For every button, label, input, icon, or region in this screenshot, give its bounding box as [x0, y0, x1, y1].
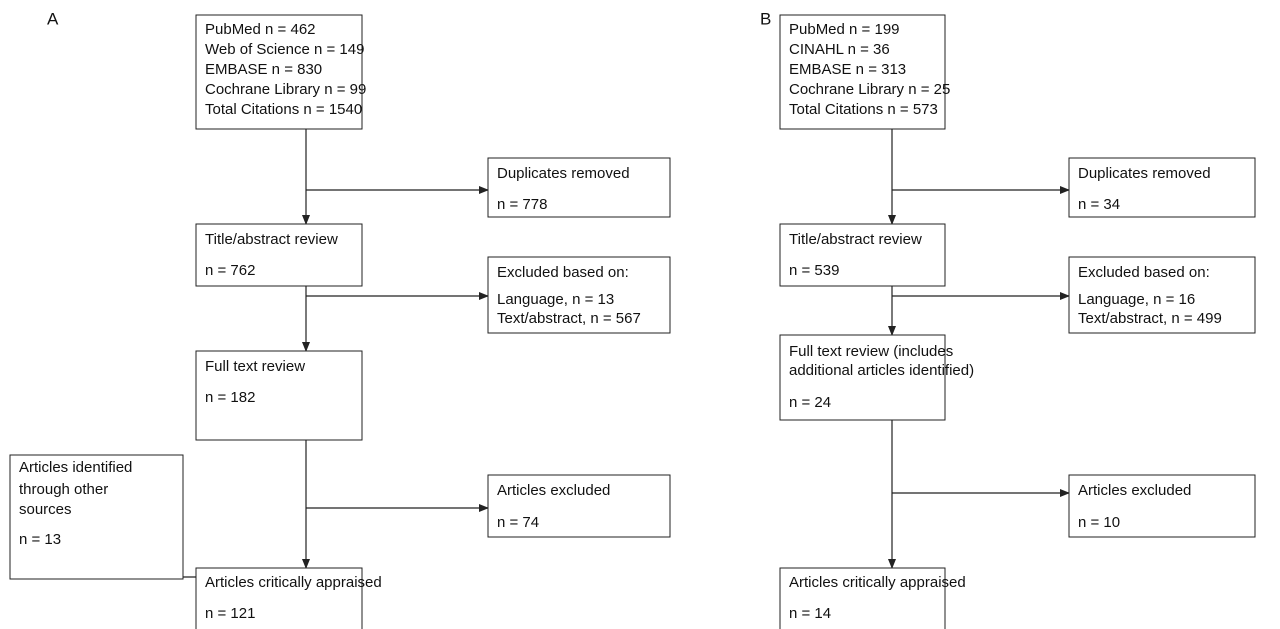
flow-box	[9, 454, 184, 580]
box-text: Excluded based on:	[497, 264, 629, 281]
box-text: PubMed n = 199	[789, 21, 900, 38]
box-text: EMBASE n = 313	[789, 61, 906, 78]
flow-box	[487, 256, 671, 334]
box-text: Articles excluded	[1078, 482, 1191, 499]
box-text: EMBASE n = 830	[205, 61, 322, 78]
box-text: n = 182	[205, 389, 255, 406]
box-text: Excluded based on:	[1078, 264, 1210, 281]
box-text: Cochrane Library n = 25	[789, 81, 950, 98]
flow-box	[779, 334, 946, 421]
flow-box	[1068, 474, 1256, 538]
box-text: Title/abstract review	[789, 231, 922, 248]
box-text: Duplicates removed	[497, 165, 630, 182]
flow-box	[779, 567, 946, 629]
box-text: Language, n = 16	[1078, 291, 1195, 308]
box-text: n = 10	[1078, 514, 1120, 531]
box-text: Full text review	[205, 358, 305, 375]
box-text: n = 24	[789, 394, 831, 411]
box-text: Articles critically appraised	[205, 574, 382, 591]
box-text: n = 14	[789, 605, 831, 622]
panel-label: B	[760, 9, 771, 28]
box-text: Total Citations n = 1540	[205, 101, 362, 118]
box-text: n = 121	[205, 605, 255, 622]
box-text: Articles identified	[19, 459, 132, 476]
box-text: n = 13	[19, 531, 61, 548]
box-text: n = 74	[497, 514, 539, 531]
flow-box	[487, 157, 671, 218]
flow-box	[195, 350, 363, 441]
box-text: Full text review (includes	[789, 343, 953, 360]
box-text: Cochrane Library n = 99	[205, 81, 366, 98]
box-text: n = 778	[497, 196, 547, 213]
flow-box	[779, 14, 946, 130]
box-text: Duplicates removed	[1078, 165, 1211, 182]
box-text: through other	[19, 481, 108, 498]
box-text: Total Citations n = 573	[789, 101, 938, 118]
box-text: n = 762	[205, 262, 255, 279]
flow-box	[195, 567, 363, 629]
flow-box	[195, 223, 363, 287]
box-text: sources	[19, 501, 72, 518]
flow-box	[487, 474, 671, 538]
flow-box	[1068, 256, 1256, 334]
box-text: CINAHL n = 36	[789, 41, 890, 58]
box-text: Language, n = 13	[497, 291, 614, 308]
box-text: PubMed n = 462	[205, 21, 316, 38]
box-text: n = 539	[789, 262, 839, 279]
box-text: Text/abstract, n = 567	[497, 310, 641, 327]
box-text: n = 34	[1078, 196, 1120, 213]
box-text: Articles excluded	[497, 482, 610, 499]
box-text: Web of Science n = 149	[205, 41, 364, 58]
box-text: Articles critically appraised	[789, 574, 966, 591]
box-text: Text/abstract, n = 499	[1078, 310, 1222, 327]
panel-label: A	[47, 9, 59, 28]
flow-box	[195, 14, 363, 130]
flow-box	[1068, 157, 1256, 218]
flow-box	[779, 223, 946, 287]
box-text: additional articles identified)	[789, 362, 974, 379]
box-text: Title/abstract review	[205, 231, 338, 248]
